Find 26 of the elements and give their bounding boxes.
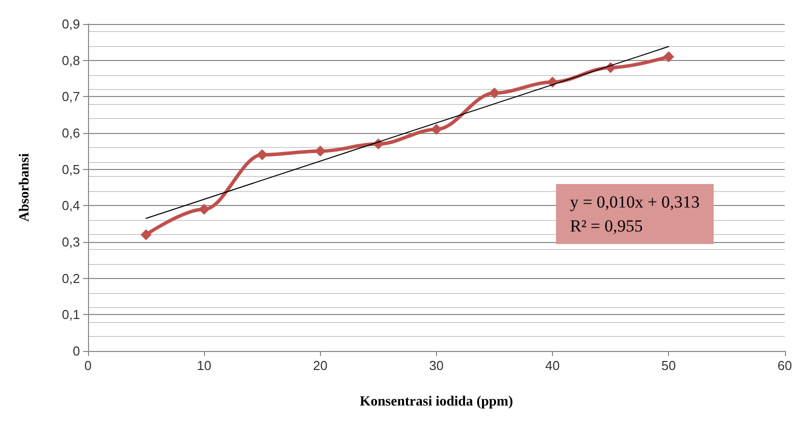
x-tick-label: 30 (429, 358, 444, 373)
x-tick-label: 20 (313, 358, 328, 373)
x-tick-label: 10 (196, 358, 212, 373)
point (198, 204, 210, 215)
y-tick-label: 0,3 (62, 234, 80, 250)
x-tick-label: 50 (661, 358, 676, 373)
y-tick-label: 0,6 (62, 126, 80, 140)
y-tick-label: 0,9 (62, 16, 80, 32)
x-tick-label: 40 (545, 358, 560, 373)
point (663, 51, 674, 62)
x-tick-label: 0 (84, 358, 92, 373)
annotation: R² = 0,955 (570, 216, 643, 236)
x-tick-label: 60 (778, 358, 792, 373)
y-tick-label: 0,1 (62, 307, 80, 322)
y-axis-title: Absorbansi (18, 153, 32, 222)
x-axis-title: Konsentrasi iodida (ppm) (360, 394, 514, 410)
annotation: y = 0,010x + 0,313 (570, 192, 700, 212)
y-tick-label: 0,7 (62, 89, 80, 104)
y-tick-label: 0,2 (62, 270, 80, 286)
point (488, 88, 500, 99)
y-tick-label: 0 (72, 344, 80, 358)
y-tick-label: 0,8 (62, 52, 80, 68)
point (430, 124, 442, 135)
y-tick-label: 0,4 (62, 198, 80, 214)
point (140, 229, 152, 240)
y-tick-label: 0,5 (62, 162, 80, 177)
